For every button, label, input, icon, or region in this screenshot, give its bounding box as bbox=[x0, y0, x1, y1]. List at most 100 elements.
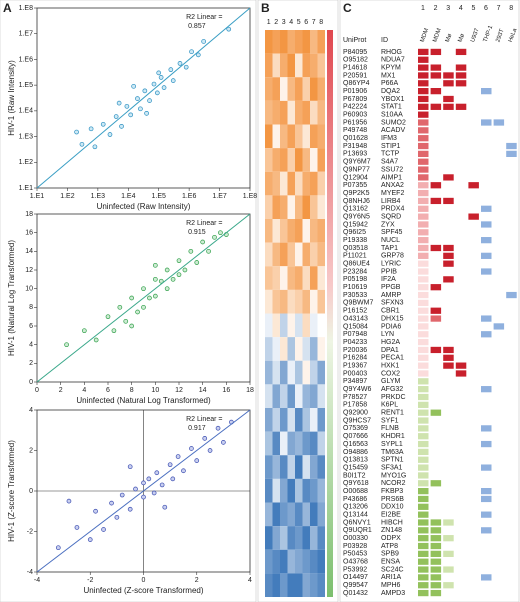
point bbox=[221, 440, 226, 445]
column-label: Mø bbox=[458, 33, 467, 44]
protein-id: P66A bbox=[381, 80, 398, 87]
uniprot-id: P49748 bbox=[343, 127, 367, 134]
protein-id: FLNB bbox=[381, 425, 399, 432]
point bbox=[151, 81, 157, 87]
panel-label: B bbox=[261, 1, 270, 15]
uniprot-id: P00403 bbox=[343, 370, 367, 377]
column-label: 6 bbox=[304, 19, 308, 26]
annotation: R2 Linear = bbox=[186, 416, 222, 423]
heat-cell bbox=[265, 124, 273, 149]
table-cell bbox=[443, 103, 454, 110]
table-cell bbox=[430, 346, 442, 354]
point bbox=[119, 492, 125, 498]
heat-cell bbox=[310, 526, 318, 550]
y-tick-label: 2 bbox=[29, 447, 33, 454]
fit-line bbox=[36, 213, 251, 383]
point bbox=[142, 88, 148, 94]
table-cell bbox=[418, 299, 429, 307]
point bbox=[152, 262, 158, 268]
uniprot-id: Q9Y6M7 bbox=[343, 159, 371, 166]
table-cell bbox=[455, 80, 467, 87]
uniprot-id: P43686 bbox=[343, 496, 367, 503]
heat-cell bbox=[265, 478, 273, 503]
point bbox=[74, 129, 79, 135]
x-tick-label: 1.E4 bbox=[121, 193, 136, 200]
point bbox=[109, 500, 114, 506]
protein-id: LYN bbox=[381, 331, 394, 338]
heat-cell bbox=[310, 53, 318, 78]
heat-cell bbox=[272, 77, 280, 101]
heat-cell bbox=[302, 455, 310, 479]
point bbox=[215, 425, 221, 431]
table-cell bbox=[418, 370, 429, 377]
protein-id: PRDX4 bbox=[381, 206, 404, 213]
y-tick-label: -4 bbox=[27, 569, 33, 576]
uniprot-id: P14618 bbox=[343, 64, 367, 71]
column-label: 293T bbox=[495, 28, 505, 43]
table-cell bbox=[418, 511, 429, 518]
column-number: 2 bbox=[434, 5, 438, 12]
uniprot-id: Q13144 bbox=[343, 511, 368, 518]
table-cell bbox=[481, 425, 492, 432]
column-label: 2 bbox=[274, 19, 278, 26]
table-cell bbox=[418, 378, 429, 385]
heat-cell bbox=[302, 100, 310, 125]
table-cell bbox=[418, 119, 429, 126]
table-cell bbox=[430, 574, 442, 581]
x-tick-label: 1.E6 bbox=[182, 193, 197, 200]
point bbox=[81, 328, 87, 334]
uniprot-id: Q15084 bbox=[343, 323, 368, 330]
point bbox=[218, 230, 223, 236]
heat-cell bbox=[287, 100, 295, 125]
protein-id: MYEF2 bbox=[381, 190, 404, 197]
heat-cell bbox=[280, 266, 288, 290]
heat-cell bbox=[295, 30, 303, 54]
fit-line bbox=[36, 409, 251, 573]
heat-cell bbox=[295, 549, 303, 574]
uniprot-id: Q01628 bbox=[343, 135, 368, 142]
column-number: 5 bbox=[471, 5, 475, 12]
point bbox=[100, 121, 106, 127]
panel-a-frame bbox=[0, 0, 257, 602]
table-cell bbox=[455, 103, 467, 110]
heat-cell bbox=[317, 360, 325, 385]
heat-cell bbox=[295, 431, 303, 456]
heat-cell bbox=[302, 171, 310, 196]
table-cell bbox=[506, 150, 517, 157]
table-header: UniProt bbox=[343, 37, 366, 44]
point bbox=[131, 83, 136, 89]
heat-cell bbox=[317, 313, 325, 338]
uniprot-id: P34897 bbox=[343, 378, 367, 385]
uniprot-id: P17858 bbox=[343, 402, 367, 409]
table-cell bbox=[418, 307, 429, 314]
y-tick-label: 1.E4 bbox=[19, 108, 34, 115]
heat-cell bbox=[295, 313, 303, 338]
table-cell bbox=[418, 95, 429, 103]
point bbox=[189, 446, 194, 451]
table-cell bbox=[455, 370, 467, 377]
table-cell bbox=[481, 237, 492, 244]
point bbox=[135, 309, 140, 315]
heat-cell bbox=[280, 384, 288, 408]
protein-id: MYO1G bbox=[381, 472, 406, 479]
table-cell bbox=[418, 393, 429, 401]
table-cell bbox=[418, 519, 429, 526]
protein-id: YBOX1 bbox=[381, 96, 404, 103]
uniprot-id: P03928 bbox=[343, 543, 367, 550]
heat-cell bbox=[265, 431, 273, 456]
table-cell bbox=[481, 464, 492, 471]
y-tick-label: 1.E1 bbox=[19, 185, 34, 192]
heat-cell bbox=[295, 408, 303, 432]
heat-cell bbox=[295, 242, 303, 267]
uniprot-id: Q9HCS7 bbox=[343, 417, 371, 424]
protein-id: RHOG bbox=[381, 49, 402, 56]
table-cell bbox=[481, 315, 492, 322]
point bbox=[114, 514, 120, 520]
heat-cell bbox=[310, 100, 318, 125]
uniprot-id: O43768 bbox=[343, 559, 368, 566]
protein-id: IFM3 bbox=[381, 135, 397, 142]
table-cell bbox=[443, 80, 454, 87]
uniprot-id: Q03518 bbox=[343, 245, 368, 252]
protein-id: ANXA2 bbox=[381, 182, 404, 189]
heat-cell bbox=[317, 30, 325, 54]
